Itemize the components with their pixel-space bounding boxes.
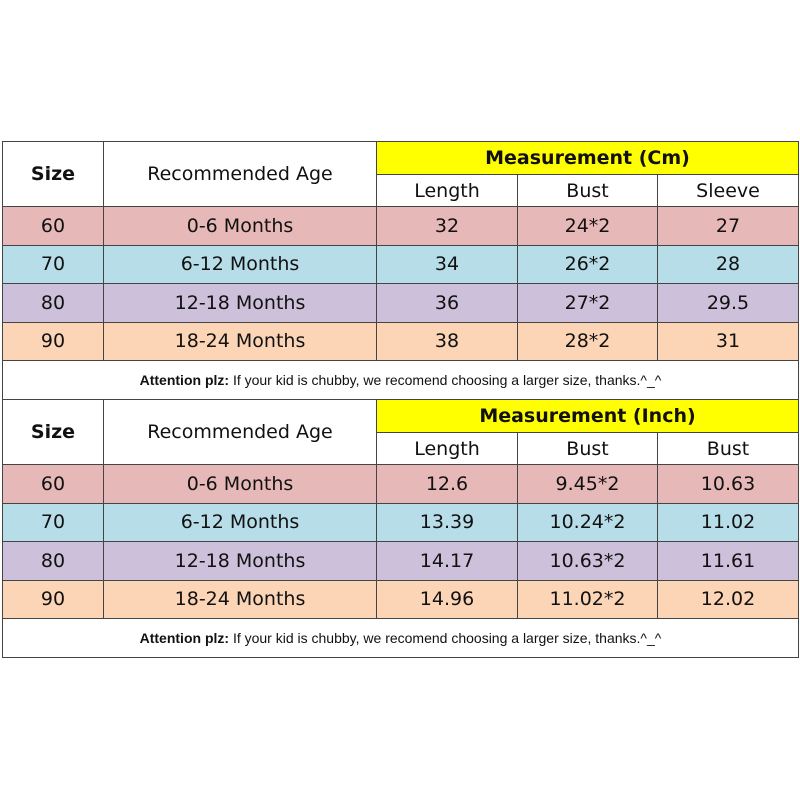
cell: 12-18 Months <box>103 283 377 323</box>
cell: 10.63*2 <box>517 541 658 581</box>
note-label: Attention plz: <box>139 372 230 388</box>
data-row: 70 6-12 Months 34 26*2 28 <box>2 244 799 284</box>
cell: 27 <box>657 206 799 246</box>
column-header: Bust <box>517 432 658 465</box>
column-header: Sleeve <box>657 174 799 207</box>
cell: 12.02 <box>657 579 799 619</box>
cell: 11.02*2 <box>517 579 658 619</box>
note-text: If your kid is chubby, we recomend choos… <box>232 630 662 646</box>
cell: 13.39 <box>376 502 518 542</box>
size-header: Size <box>2 141 104 207</box>
cell: 28 <box>657 244 799 284</box>
cell: 6-12 Months <box>103 244 377 284</box>
size-chart: Size Recommended Age Measurement (Cm) Lengt… <box>2 141 799 658</box>
cell: 24*2 <box>517 206 658 246</box>
cell: 26*2 <box>517 244 658 284</box>
data-row: 80 12-18 Months 14.17 10.63*2 11.61 <box>2 541 799 581</box>
cell: 90 <box>2 579 104 619</box>
data-row: 80 12-18 Months 36 27*2 29.5 <box>2 283 799 323</box>
age-header: Recommended Age <box>103 399 377 465</box>
cell: 12.6 <box>376 464 518 504</box>
age-header: Recommended Age <box>103 141 377 207</box>
cell: 29.5 <box>657 283 799 323</box>
group-header: Measurement (Inch) <box>376 399 799 433</box>
cell: 0-6 Months <box>103 464 377 504</box>
cell: 9.45*2 <box>517 464 658 504</box>
cell: 80 <box>2 283 104 323</box>
cell: 70 <box>2 502 104 542</box>
note-row: Attention plz: If your kid is chubby, we… <box>2 618 799 658</box>
cell: 60 <box>2 464 104 504</box>
cell: 27*2 <box>517 283 658 323</box>
note-row: Attention plz: If your kid is chubby, we… <box>2 360 799 400</box>
cell: 36 <box>376 283 518 323</box>
cell: 28*2 <box>517 321 658 361</box>
cell: 0-6 Months <box>103 206 377 246</box>
note-label: Attention plz: <box>139 630 230 646</box>
cell: 10.24*2 <box>517 502 658 542</box>
cell: 14.17 <box>376 541 518 581</box>
cell: 70 <box>2 244 104 284</box>
cell: 14.96 <box>376 579 518 619</box>
header-row: Size Recommended Age Measurement (Inch) <box>2 399 799 465</box>
cell: 38 <box>376 321 518 361</box>
cell: 34 <box>376 244 518 284</box>
group-header: Measurement (Cm) <box>376 141 799 175</box>
cell: 18-24 Months <box>103 579 377 619</box>
cell: 10.63 <box>657 464 799 504</box>
cell: 11.02 <box>657 502 799 542</box>
data-row: 90 18-24 Months 14.96 11.02*2 12.02 <box>2 579 799 619</box>
header-row: Size Recommended Age Measurement (Cm) <box>2 141 799 207</box>
data-row: 60 0-6 Months 32 24*2 27 <box>2 206 799 246</box>
cell: 18-24 Months <box>103 321 377 361</box>
column-header: Length <box>376 174 518 207</box>
data-row: 70 6-12 Months 13.39 10.24*2 11.02 <box>2 502 799 542</box>
header-row: Length Bust Bust <box>3 432 799 465</box>
data-row: 90 18-24 Months 38 28*2 31 <box>2 321 799 361</box>
data-row: 60 0-6 Months 12.6 9.45*2 10.63 <box>2 464 799 504</box>
note: Attention plz: If your kid is chubby, we… <box>2 360 799 400</box>
cell: 80 <box>2 541 104 581</box>
cell: 31 <box>657 321 799 361</box>
size-header: Size <box>2 399 104 465</box>
table-block: Size Recommended Age Measurement (Inch) Len… <box>2 399 799 658</box>
header-row: Length Bust Sleeve <box>3 174 799 207</box>
note-text: If your kid is chubby, we recomend choos… <box>232 372 662 388</box>
cell: 6-12 Months <box>103 502 377 542</box>
cell: 32 <box>376 206 518 246</box>
cell: 60 <box>2 206 104 246</box>
column-header: Bust <box>517 174 658 207</box>
cell: 12-18 Months <box>103 541 377 581</box>
column-header: Length <box>376 432 518 465</box>
cell: 11.61 <box>657 541 799 581</box>
table-block: Size Recommended Age Measurement (Cm) Lengt… <box>2 141 799 400</box>
note: Attention plz: If your kid is chubby, we… <box>2 618 799 658</box>
cell: 90 <box>2 321 104 361</box>
column-header: Bust <box>657 432 799 465</box>
